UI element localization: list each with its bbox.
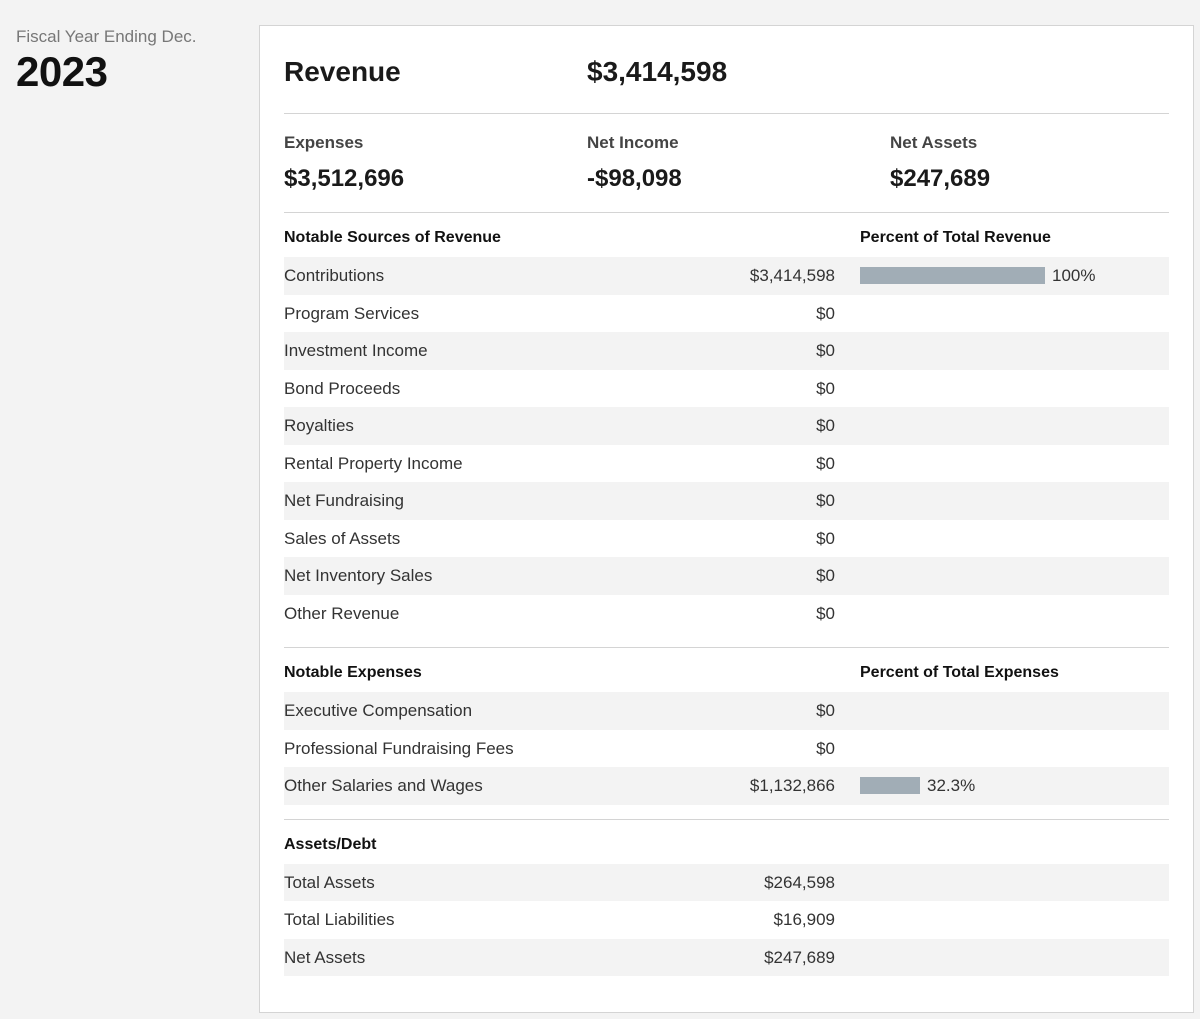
row-label: Executive Compensation bbox=[284, 701, 473, 720]
row-value: $16,909 bbox=[773, 910, 835, 929]
row-value: $0 bbox=[816, 603, 835, 623]
row-label: Total Liabilities bbox=[284, 910, 395, 929]
net-assets-label: Net Assets bbox=[890, 133, 978, 152]
table-row: Total Liabilities $16,909 bbox=[284, 901, 1169, 939]
revenue-percent-title: Percent of Total Revenue bbox=[860, 229, 1051, 246]
row-label: Investment Income bbox=[284, 341, 428, 360]
expenses-percent-title: Percent of Total Expenses bbox=[860, 664, 1059, 681]
expenses-stat: Expenses $3,512,696 bbox=[284, 132, 404, 194]
row-value: $0 bbox=[816, 453, 835, 473]
net-income-value: -$98,098 bbox=[587, 165, 682, 192]
net-assets-stat: Net Assets $247,689 bbox=[890, 132, 990, 194]
row-label: Program Services bbox=[284, 303, 420, 323]
row-label: Net Inventory Sales bbox=[284, 566, 433, 585]
table-row: Total Assets $264,598 bbox=[284, 863, 1169, 901]
row-label: Total Assets bbox=[284, 872, 375, 892]
row-label: Net Fundraising bbox=[284, 491, 405, 510]
table-row: Other Salaries and Wages $1,132,866 32.3% bbox=[284, 767, 1169, 805]
row-label: Rental Property Income bbox=[284, 453, 463, 473]
revenue-label: Revenue bbox=[284, 56, 401, 87]
row-value: $0 bbox=[816, 528, 835, 548]
table-row: Professional Fundraising Fees $0 bbox=[284, 730, 1169, 768]
revenue-sources-title: Notable Sources of Revenue bbox=[284, 229, 501, 246]
percent-bar bbox=[860, 777, 920, 794]
revenue-sources-list: Contributions $3,414,598 100% Program Servi… bbox=[284, 257, 1169, 632]
table-row: Net Fundraising $0 bbox=[284, 482, 1169, 520]
row-label: Professional Fundraising Fees bbox=[284, 738, 514, 758]
row-label: Sales of Assets bbox=[284, 528, 401, 548]
net-income-stat: Net Income -$98,098 bbox=[587, 132, 682, 194]
row-value: $0 bbox=[816, 303, 835, 323]
table-row: Rental Property Income $0 bbox=[284, 445, 1169, 483]
fiscal-year-header: Fiscal Year Ending Dec. 2023 bbox=[16, 26, 197, 96]
expenses-value: $3,512,696 bbox=[284, 165, 405, 192]
row-label: Net Assets bbox=[284, 947, 366, 967]
percent-bar bbox=[860, 267, 1045, 284]
table-row: Sales of Assets $0 bbox=[284, 520, 1169, 558]
row-value: $0 bbox=[816, 491, 835, 510]
assets-debt-title: Assets/Debt bbox=[284, 835, 377, 853]
net-income-label: Net Income bbox=[587, 133, 679, 152]
table-row: Net Assets $247,689 bbox=[284, 938, 1169, 976]
table-row: Contributions $3,414,598 100% bbox=[284, 257, 1169, 295]
row-value: $0 bbox=[816, 566, 835, 585]
row-value: $0 bbox=[816, 701, 835, 720]
row-value: $0 bbox=[816, 378, 835, 398]
expenses-label: Expenses bbox=[284, 133, 364, 152]
assets-debt-section: Assets/Debt Total Assets $264,598 Total Li… bbox=[284, 820, 1169, 976]
table-row: Other Revenue $0 bbox=[284, 595, 1169, 633]
row-label: Royalties bbox=[284, 416, 354, 435]
row-value: $0 bbox=[816, 341, 835, 360]
row-label: Contributions bbox=[284, 266, 385, 285]
row-value: $247,689 bbox=[764, 947, 835, 967]
expenses-list: Executive Compensation $0 Professional Fun… bbox=[284, 692, 1169, 805]
expenses-section: Notable Expenses Percent of Total Expens… bbox=[284, 648, 1169, 820]
expenses-title: Notable Expenses bbox=[284, 664, 422, 681]
row-value: $0 bbox=[816, 738, 835, 758]
row-value: $264,598 bbox=[764, 872, 835, 892]
revenue-row: Revenue $3,414,598 bbox=[284, 26, 1169, 114]
row-label: Other Revenue bbox=[284, 603, 400, 623]
percent-label: 100% bbox=[1052, 266, 1096, 285]
fiscal-year: 2023 bbox=[16, 48, 108, 95]
net-assets-value: $247,689 bbox=[890, 165, 991, 192]
table-row: Program Services $0 bbox=[284, 295, 1169, 333]
table-row: Investment Income $0 bbox=[284, 332, 1169, 370]
table-row: Royalties $0 bbox=[284, 407, 1169, 445]
table-row: Bond Proceeds $0 bbox=[284, 370, 1169, 408]
table-row: Executive Compensation $0 bbox=[284, 692, 1169, 730]
assets-debt-list: Total Assets $264,598 Total Liabilities $16… bbox=[284, 863, 1169, 976]
percent-label: 32.3% bbox=[927, 776, 976, 795]
fiscal-year-label: Fiscal Year Ending Dec. bbox=[16, 27, 197, 46]
table-row: Net Inventory Sales $0 bbox=[284, 557, 1169, 595]
row-value: $1,132,866 bbox=[749, 776, 835, 795]
row-value: $0 bbox=[816, 416, 835, 435]
row-label: Other Salaries and Wages bbox=[284, 776, 483, 795]
revenue-sources-section: Notable Sources of Revenue Percent of To… bbox=[284, 213, 1169, 648]
row-value: $3,414,598 bbox=[749, 266, 835, 285]
row-label: Bond Proceeds bbox=[284, 378, 401, 398]
financial-summary-card: Revenue $3,414,598 Expenses $3,512,696 N… bbox=[259, 25, 1194, 1013]
revenue-value: $3,414,598 bbox=[587, 56, 728, 87]
summary-stats: Expenses $3,512,696 Net Income -$98,098 … bbox=[284, 114, 1169, 213]
